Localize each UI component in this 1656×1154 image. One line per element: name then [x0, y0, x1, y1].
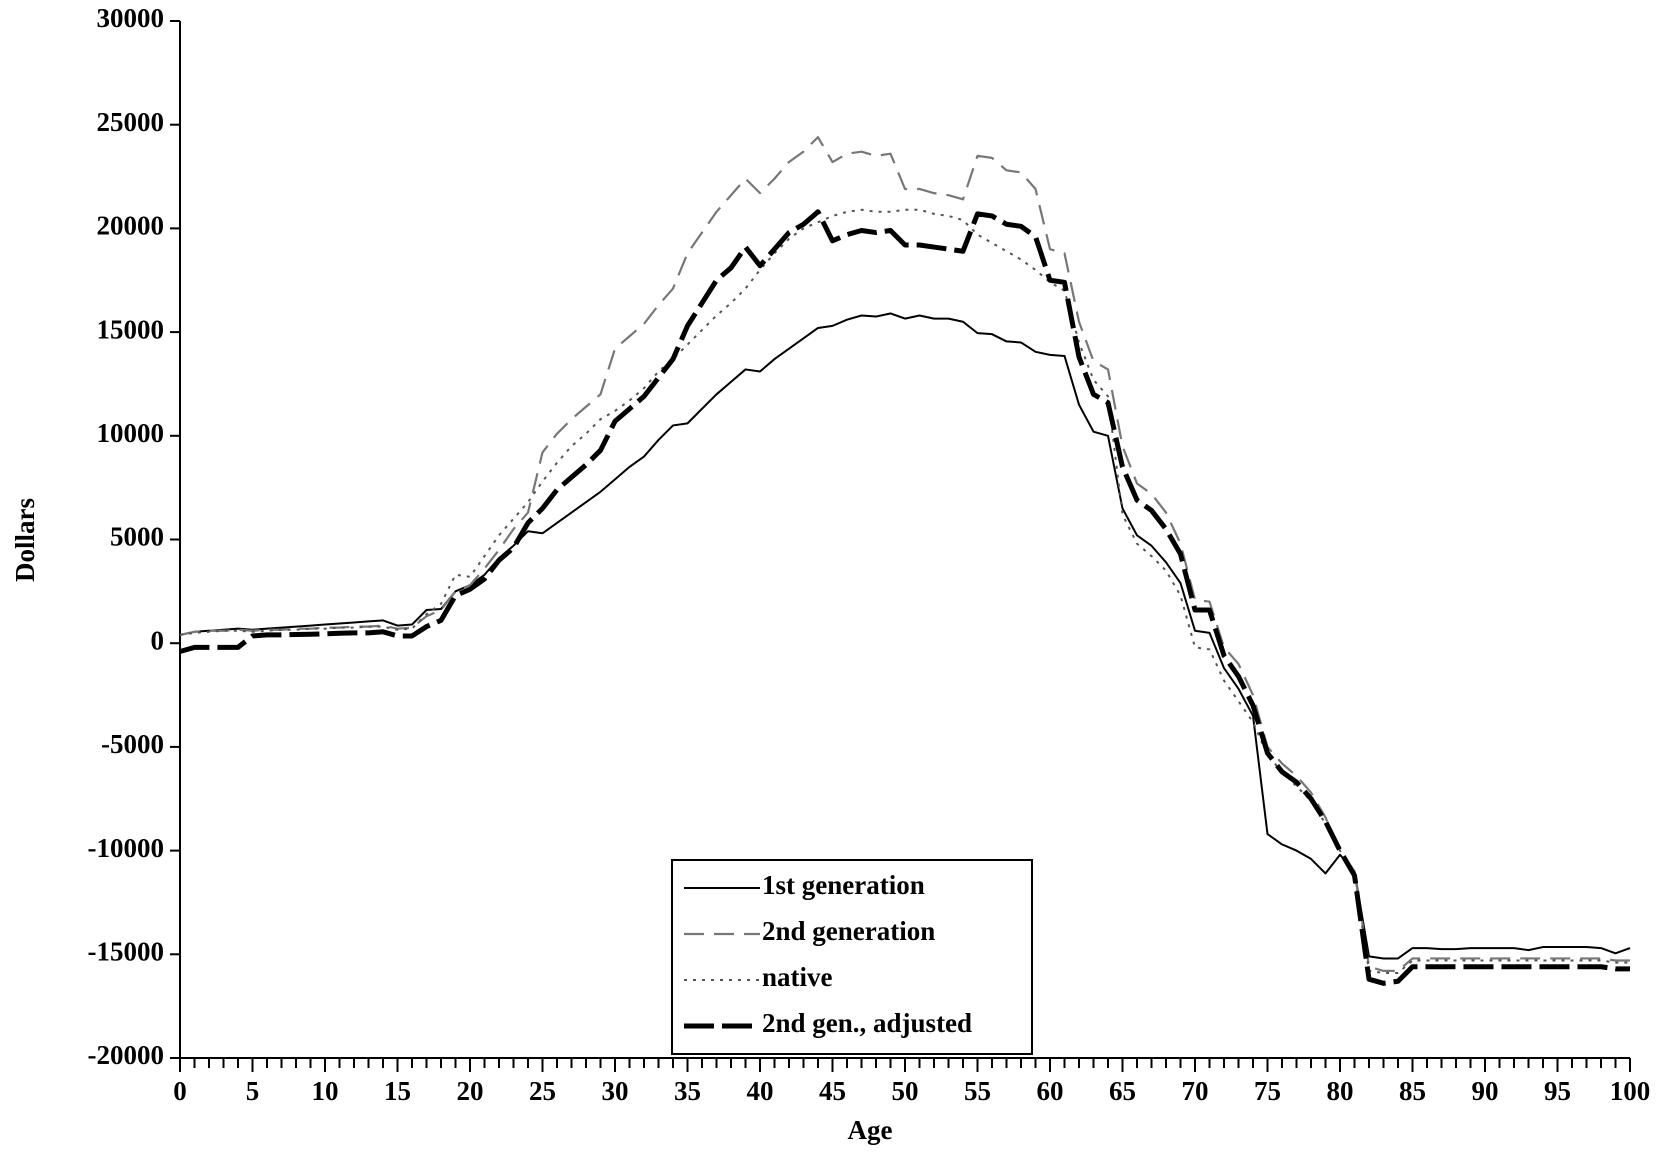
y-tick-label: -20000 — [88, 1040, 165, 1070]
x-tick-label: 80 — [1327, 1076, 1354, 1106]
x-tick-label: 70 — [1182, 1076, 1209, 1106]
x-tick-label: 20 — [457, 1076, 484, 1106]
x-tick-label: 5 — [246, 1076, 260, 1106]
legend-label: 2nd gen., adjusted — [762, 1008, 972, 1038]
x-tick-label: 40 — [747, 1076, 774, 1106]
legend-label: 2nd generation — [762, 916, 935, 946]
series-line — [179, 209, 1630, 986]
x-tick-label: 95 — [1544, 1076, 1571, 1106]
y-tick-label: 30000 — [97, 3, 165, 33]
y-tick-label: 15000 — [97, 314, 165, 344]
y-tick-label: 20000 — [97, 211, 165, 241]
y-tick-label: -5000 — [101, 729, 164, 759]
y-tick-label: -10000 — [88, 833, 165, 863]
legend-label: native — [762, 962, 833, 992]
x-tick-label: 30 — [602, 1076, 629, 1106]
series-line — [179, 312, 1631, 960]
x-tick-label: 60 — [1037, 1076, 1064, 1106]
x-tick-label: 90 — [1472, 1076, 1499, 1106]
y-tick-label: -15000 — [88, 937, 165, 967]
x-tick-label: 85 — [1399, 1076, 1426, 1106]
y-axis-label: Dollars — [10, 498, 40, 582]
x-tick-label: 55 — [964, 1076, 991, 1106]
x-axis-label: Age — [848, 1115, 893, 1145]
y-tick-label: 25000 — [97, 107, 165, 137]
y-tick-label: 10000 — [97, 418, 165, 448]
x-tick-label: 10 — [312, 1076, 339, 1106]
x-tick-label: 65 — [1109, 1076, 1136, 1106]
x-tick-label: 50 — [892, 1076, 919, 1106]
series-line — [179, 136, 1630, 972]
x-tick-label: 35 — [674, 1076, 701, 1106]
y-tick-label: 5000 — [110, 522, 164, 552]
x-tick-label: 25 — [529, 1076, 556, 1106]
x-tick-label: 0 — [173, 1076, 187, 1106]
x-tick-label: 75 — [1254, 1076, 1281, 1106]
legend-box — [671, 859, 1033, 1055]
x-tick-label: 45 — [819, 1076, 846, 1106]
y-tick-label: 0 — [151, 625, 165, 655]
legend-label: 1st generation — [762, 870, 925, 900]
x-tick-label: 100 — [1610, 1076, 1651, 1106]
x-tick-label: 15 — [384, 1076, 411, 1106]
series-line — [179, 208, 1630, 974]
